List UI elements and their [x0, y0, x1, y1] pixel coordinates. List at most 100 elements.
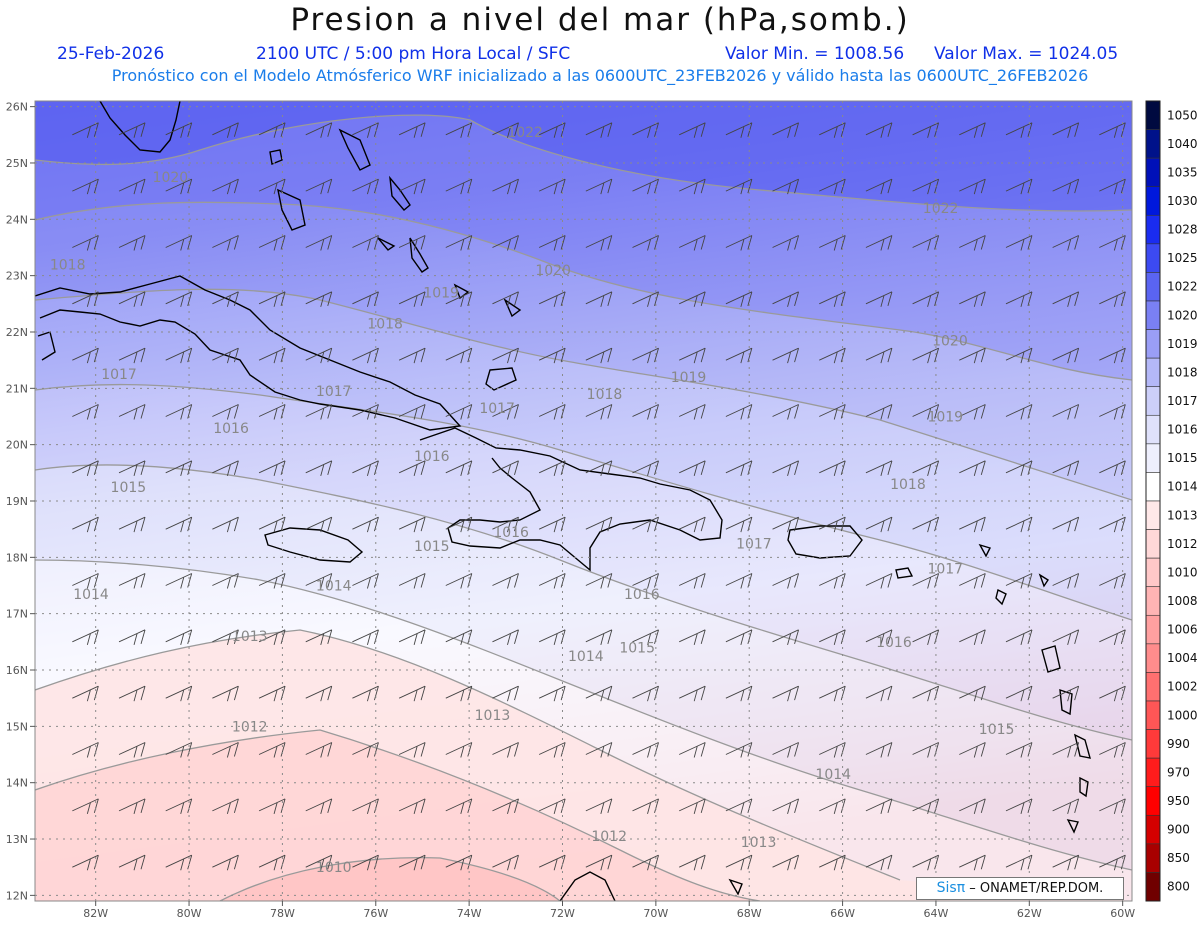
wind-barb	[212, 291, 239, 307]
wind-barb	[258, 122, 286, 138]
isobar-label: 1013	[475, 708, 511, 724]
colorbar-label: 1030	[1167, 194, 1198, 208]
colorbar-label: 850	[1167, 851, 1190, 865]
wind-barb	[212, 573, 239, 589]
wind-barb	[1005, 573, 1033, 589]
wind-barb	[212, 460, 239, 476]
wind-barb	[305, 460, 333, 476]
lon-label: 80W	[177, 907, 202, 920]
lat-label: 23N	[6, 270, 28, 283]
wind-barb	[398, 347, 426, 364]
wind-barb	[819, 122, 846, 138]
isobar-label: 1022	[923, 201, 959, 217]
wind-barb	[1052, 742, 1080, 758]
wind-barb	[352, 629, 379, 645]
colorbar-label: 800	[1167, 880, 1190, 894]
colorbar-label: 950	[1167, 794, 1190, 808]
wind-barb	[819, 742, 846, 758]
wind-barb	[352, 460, 379, 476]
colorbar-swatch	[1145, 557, 1161, 588]
wind-barb	[398, 798, 426, 814]
wind-barb	[1052, 685, 1080, 702]
wind-barb	[632, 347, 659, 364]
wind-barb	[212, 235, 239, 251]
wind-barb	[585, 235, 613, 251]
wind-barb	[865, 178, 893, 195]
wind-barb	[212, 742, 239, 758]
wind-barb	[1005, 685, 1033, 702]
wind-barb	[72, 404, 99, 420]
colorbar-swatch	[1145, 614, 1161, 645]
wind-barb	[725, 178, 753, 195]
wind-barb	[772, 291, 799, 307]
wind-barb	[865, 742, 893, 758]
wind-barb	[1052, 347, 1080, 364]
wind-barb	[212, 798, 239, 814]
wind-barb	[72, 460, 99, 476]
wind-barb	[118, 347, 146, 364]
wind-barb	[492, 460, 519, 476]
lon-label: 76W	[363, 907, 388, 920]
latitude-labels: 26N 25N 24N 23N 22N 21N 20N 19N 18N 17N 16N 15N 14N 1…	[6, 101, 35, 902]
colorbar-swatch	[1145, 186, 1161, 216]
colorbar-swatch	[1145, 243, 1161, 273]
wind-barb	[725, 235, 753, 251]
wind-barb	[912, 742, 940, 758]
lon-label: 68W	[737, 907, 762, 920]
colorbar-swatch	[1145, 786, 1161, 816]
wind-barb	[72, 235, 99, 251]
colorbar-label: 1035	[1167, 165, 1198, 179]
map-field	[35, 101, 1132, 901]
colorbar-swatch	[1145, 872, 1161, 902]
wind-barb	[212, 347, 239, 364]
wind-barb	[912, 291, 940, 307]
wind-barb	[865, 573, 893, 589]
wind-barb	[585, 291, 613, 307]
wind-barb	[725, 685, 753, 702]
lon-label: 60W	[1110, 907, 1135, 920]
wind-barb	[819, 516, 846, 533]
wind-barb	[959, 854, 986, 871]
wind-barb	[959, 235, 986, 251]
wind-barb	[538, 178, 566, 195]
wind-barb	[632, 404, 659, 420]
colorbar-swatch	[1145, 100, 1161, 130]
isobar-label: 1014	[316, 579, 352, 595]
wind-barb	[819, 460, 846, 476]
wind-barb	[538, 460, 566, 476]
wind-barb	[819, 798, 846, 814]
wind-barb	[492, 685, 519, 702]
wind-barb	[212, 404, 239, 420]
wind-barb	[1099, 235, 1126, 251]
wind-barb	[1099, 178, 1126, 195]
wind-barb	[772, 629, 799, 645]
wind-barb	[725, 460, 753, 476]
wind-barb	[258, 854, 286, 871]
wind-barb	[492, 516, 519, 533]
isobar-label: 1014	[73, 587, 109, 603]
wind-barb	[352, 235, 379, 251]
colorbar-swatch	[1145, 214, 1161, 245]
wind-barb	[912, 685, 940, 702]
wind-barb	[445, 573, 473, 589]
wind-barbs	[72, 122, 1126, 871]
wind-barb	[165, 516, 193, 533]
valid-time: 2100 UTC / 5:00 pm Hora Local / SFC	[256, 44, 571, 64]
wind-barb	[1099, 404, 1126, 420]
wind-barb	[679, 854, 706, 871]
wind-barb	[165, 347, 193, 364]
wind-barb	[118, 460, 146, 476]
wind-barb	[1099, 460, 1126, 476]
wind-barb	[819, 291, 846, 307]
wind-barb	[959, 347, 986, 364]
lon-label: 82W	[83, 907, 108, 920]
wind-barb	[679, 235, 706, 251]
wind-barb	[772, 122, 799, 138]
wind-barb	[1099, 854, 1126, 871]
wind-barb	[772, 685, 799, 702]
isobar-label: 1016	[876, 635, 912, 651]
wind-barb	[538, 854, 566, 871]
wind-barb	[632, 742, 659, 758]
isobar-label: 1019	[423, 286, 459, 302]
lon-label: 72W	[550, 907, 575, 920]
